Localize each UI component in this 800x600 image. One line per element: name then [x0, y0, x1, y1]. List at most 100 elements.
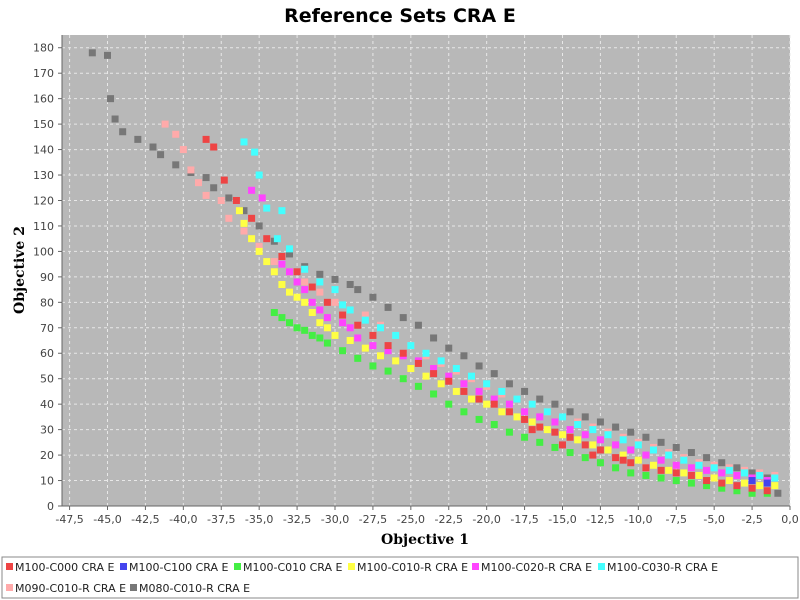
data-point	[323, 314, 331, 322]
data-point	[248, 235, 256, 243]
data-point	[490, 400, 498, 408]
data-point	[430, 334, 438, 342]
y-tick-label: 160	[33, 93, 54, 106]
data-point	[581, 454, 589, 462]
data-point	[278, 314, 286, 322]
data-point	[756, 482, 764, 490]
data-point	[422, 372, 430, 380]
data-point	[392, 357, 400, 365]
x-tick-label: 0,0	[781, 513, 799, 526]
data-point	[293, 324, 301, 332]
data-point	[627, 459, 635, 467]
y-axis-label: Objective 2	[12, 226, 28, 314]
data-point	[430, 365, 438, 373]
data-point	[513, 395, 521, 403]
data-point	[521, 415, 529, 423]
y-tick-label: 100	[33, 245, 54, 258]
data-point	[596, 446, 604, 454]
x-tick-label: -32,5	[283, 513, 311, 526]
data-point	[255, 222, 263, 230]
data-point	[612, 441, 620, 449]
data-point	[634, 441, 642, 449]
data-point	[119, 128, 127, 136]
data-point	[687, 471, 695, 479]
y-tick-label: 0	[47, 500, 54, 513]
data-point	[460, 408, 468, 416]
x-tick-label: -17,5	[510, 513, 538, 526]
data-point	[543, 426, 551, 434]
data-point	[612, 423, 620, 431]
data-point	[733, 471, 741, 479]
y-tick-label: 140	[33, 144, 54, 157]
data-point	[490, 421, 498, 429]
data-point	[672, 443, 680, 451]
y-tick-label: 180	[33, 42, 54, 55]
data-point	[566, 433, 574, 441]
data-point	[543, 408, 551, 416]
data-point	[612, 464, 620, 472]
data-point	[718, 469, 726, 477]
data-point	[293, 268, 301, 276]
data-point	[286, 319, 293, 327]
data-point	[596, 418, 604, 426]
x-tick-label: -35,0	[245, 513, 273, 526]
data-point	[460, 352, 468, 360]
y-tick-label: 120	[33, 194, 54, 207]
y-tick-label: 170	[33, 67, 54, 80]
data-point	[248, 186, 256, 194]
data-point	[498, 387, 506, 395]
data-point	[505, 380, 513, 388]
data-point	[270, 309, 278, 317]
data-point	[361, 344, 369, 352]
data-point	[665, 451, 673, 459]
data-point	[414, 382, 422, 390]
data-point	[308, 309, 316, 317]
legend-swatch	[6, 584, 13, 591]
data-point	[220, 176, 228, 184]
data-point	[756, 471, 764, 479]
data-point	[316, 306, 324, 314]
legend: M100-C000 CRA E M100-C100 CRA E M100-C010 …	[6, 561, 718, 595]
data-point	[687, 479, 695, 487]
data-point	[107, 95, 115, 103]
data-point	[331, 331, 339, 339]
series-3	[235, 207, 779, 490]
data-point	[301, 286, 309, 294]
data-point	[619, 436, 627, 444]
data-point	[202, 135, 210, 143]
data-point	[392, 331, 400, 339]
data-point	[354, 286, 362, 294]
data-point	[278, 252, 286, 260]
data-point	[445, 372, 453, 380]
data-point	[574, 436, 582, 444]
data-point	[369, 342, 377, 350]
data-point	[498, 408, 506, 416]
data-point	[422, 349, 430, 357]
data-point	[88, 49, 96, 57]
data-point	[680, 469, 688, 477]
data-point	[551, 428, 559, 436]
data-point	[581, 441, 589, 449]
data-point	[490, 370, 498, 378]
x-tick-label: -25,0	[397, 513, 425, 526]
data-point	[339, 319, 347, 327]
data-point	[733, 464, 741, 472]
data-point	[521, 433, 529, 441]
data-point	[384, 342, 392, 350]
series-2	[270, 309, 771, 497]
data-point	[774, 489, 782, 497]
data-point	[399, 349, 407, 357]
data-point	[490, 395, 498, 403]
data-point	[286, 245, 293, 253]
data-point	[361, 311, 369, 319]
chart-title: Reference Sets CRA E	[284, 5, 516, 27]
data-point	[407, 342, 415, 350]
data-point	[273, 235, 281, 243]
data-point	[210, 184, 218, 192]
data-point	[195, 179, 202, 187]
x-tick-label: -27,5	[359, 513, 387, 526]
data-point	[278, 207, 286, 215]
data-point	[251, 148, 259, 156]
data-point	[255, 242, 263, 250]
data-point	[672, 477, 680, 485]
